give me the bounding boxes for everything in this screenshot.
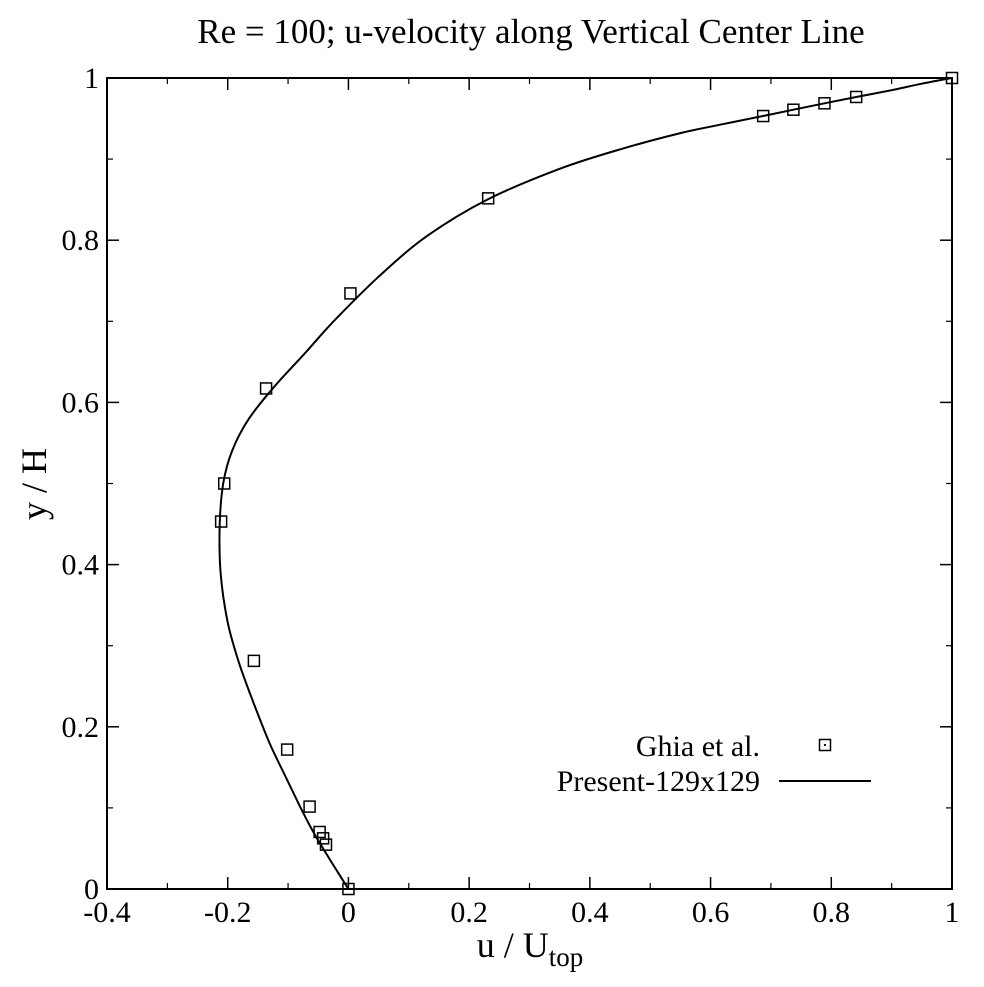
x-tick-label: 0.2 — [450, 896, 488, 929]
legend-label-present: Present-129x129 — [557, 765, 760, 798]
data-point-ghia — [247, 654, 261, 668]
data-point-ghia — [316, 832, 330, 845]
chart-title: Re = 100; u-velocity along Vertical Cent… — [197, 12, 864, 51]
y-tick-label: 0.4 — [62, 549, 100, 582]
y-tick-label: 0 — [84, 873, 99, 906]
x-axis-label-main: u / U — [477, 925, 549, 965]
data-point-ghia — [787, 103, 800, 116]
x-tick-label: 0.6 — [692, 896, 730, 929]
legend-marker-dot — [824, 744, 826, 746]
x-tick-label: -0.2 — [204, 896, 252, 929]
x-tick-label: 0 — [341, 896, 356, 929]
data-point-ghia — [259, 382, 273, 395]
plot-area: -0.4 -0.2 0 0.2 0.4 0.6 0.8 1 0 0.2 0.4 0.6 0.8 1 Ghia… — [62, 62, 960, 929]
x-tick-label: 1 — [945, 896, 960, 929]
data-point-ghia — [217, 477, 231, 490]
y-tick-label: 0.8 — [62, 224, 100, 257]
legend-label-ghia: Ghia et al. — [636, 730, 760, 763]
data-point-ghia — [303, 800, 316, 813]
data-point-ghia — [945, 71, 959, 85]
y-axis-label: y / H — [14, 448, 54, 520]
data-point-ghia — [849, 90, 863, 104]
data-point-ghia — [280, 743, 294, 756]
x-axis-label: u / Utop — [477, 925, 584, 972]
data-point-ghia — [481, 192, 495, 205]
data-point-ghia — [344, 287, 357, 300]
data-point-ghia — [313, 825, 326, 839]
x-tick-label: -0.4 — [83, 896, 131, 929]
x-tick-label: 0.4 — [571, 896, 609, 929]
y-tick-label: 0.6 — [62, 386, 100, 419]
series-line-present — [218, 77, 953, 890]
data-point-ghia — [756, 109, 770, 123]
data-point-ghia — [342, 882, 355, 896]
x-axis-label-subscript: top — [549, 942, 584, 972]
y-tick-label: 0.2 — [62, 711, 100, 744]
y-tick-label: 1 — [84, 62, 99, 95]
data-point-ghia — [214, 515, 228, 528]
x-tick-label: 0.8 — [813, 896, 851, 929]
data-point-ghia — [818, 97, 831, 110]
plot-frame — [106, 77, 953, 890]
legend-marker-square — [818, 738, 832, 752]
data-point-ghia — [319, 838, 333, 851]
